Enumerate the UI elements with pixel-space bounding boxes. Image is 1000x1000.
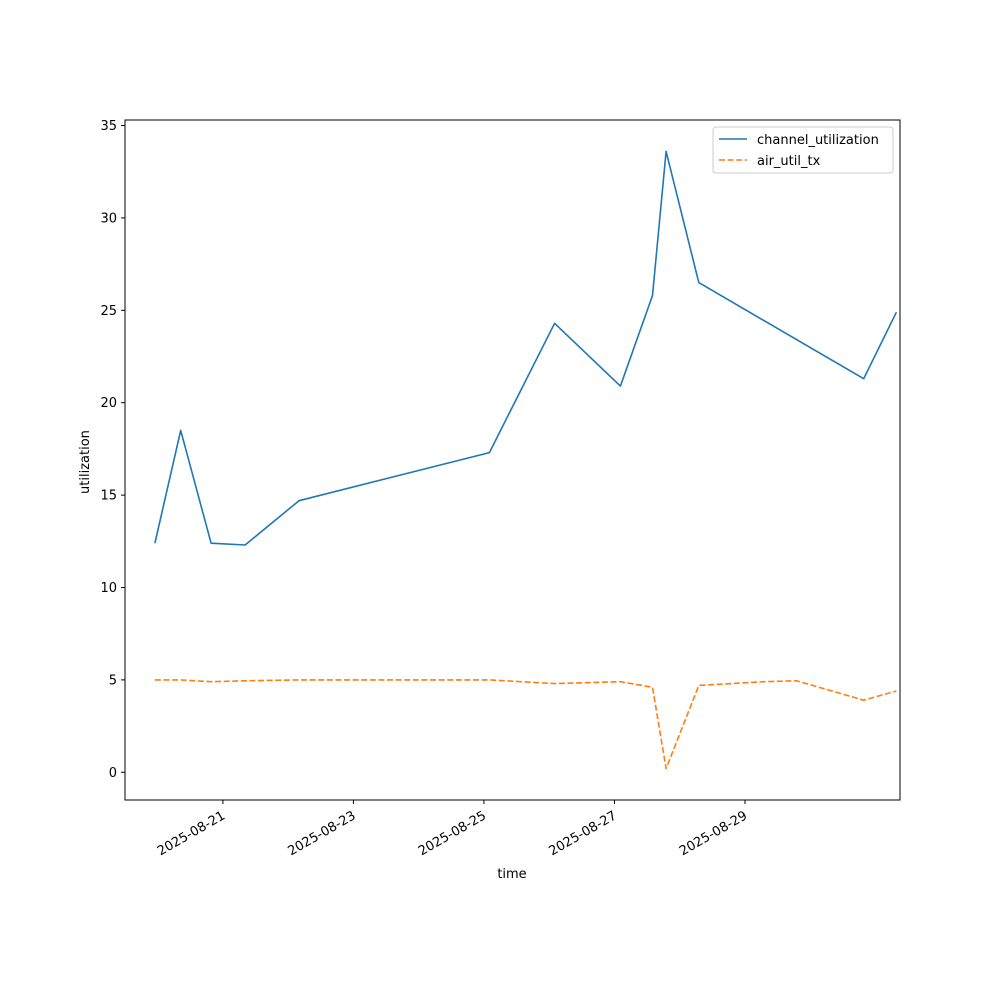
x-tick-label: 2025-08-23	[285, 808, 358, 859]
plot-frame	[124, 119, 901, 801]
axes: 0 5 10 15 20 25 30 35 2025-08-21 2025-08-23 2025-0…	[100, 119, 901, 859]
y-tick-label: 20	[100, 396, 117, 411]
y-axis-label: utilization	[78, 430, 93, 494]
y-tick-label: 10	[100, 581, 117, 596]
legend: channel_utilization air_util_tx	[712, 126, 894, 174]
legend-label-channel_utilization: channel_utilization	[757, 133, 879, 148]
y-tick-label: 35	[100, 119, 117, 134]
x-tick-label: 2025-08-21	[155, 808, 228, 859]
y-tick-label: 25	[100, 304, 117, 319]
plot-area	[154, 150, 898, 770]
legend-box	[712, 126, 894, 174]
y-tick-label: 30	[100, 211, 117, 226]
legend-label-air_util_tx: air_util_tx	[757, 154, 821, 169]
x-axis-label: time	[497, 867, 526, 882]
x-tick-label: 2025-08-25	[416, 808, 489, 859]
y-tick-label: 0	[109, 766, 117, 781]
x-tick-label: 2025-08-29	[677, 808, 750, 859]
series-line-air_util_tx	[154, 679, 897, 770]
y-tick-label: 15	[100, 489, 117, 504]
x-tick-label: 2025-08-27	[547, 808, 620, 859]
y-tick-label: 5	[109, 673, 117, 688]
series-line-channel_utilization	[154, 150, 898, 546]
